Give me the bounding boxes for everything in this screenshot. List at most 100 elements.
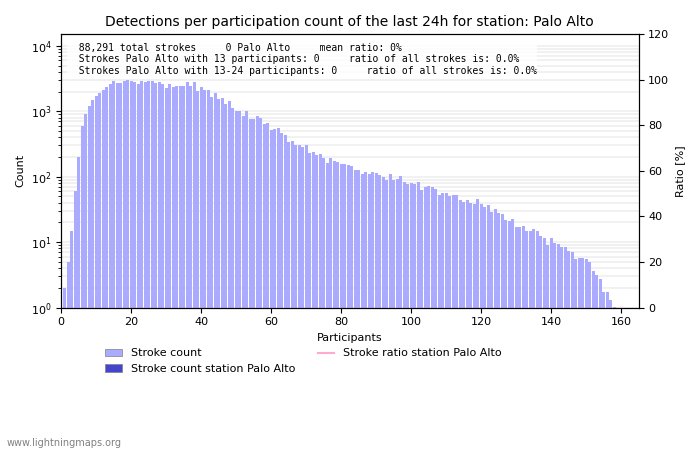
Bar — [434, 189, 437, 450]
Bar — [514, 227, 517, 450]
Bar — [154, 83, 157, 450]
Bar — [382, 177, 384, 450]
Bar — [476, 199, 479, 450]
Bar — [256, 116, 258, 450]
Bar — [424, 188, 426, 450]
Bar — [108, 84, 111, 450]
Bar — [448, 196, 451, 450]
Bar — [161, 84, 164, 450]
Bar — [228, 101, 230, 450]
Bar — [290, 141, 293, 450]
Bar — [329, 158, 332, 450]
Bar — [133, 82, 136, 450]
Bar — [259, 118, 262, 450]
Bar — [564, 247, 566, 450]
Bar — [340, 164, 342, 450]
Bar — [620, 307, 622, 450]
Bar — [536, 231, 538, 450]
Bar — [504, 220, 507, 450]
Bar — [199, 87, 202, 450]
Text: www.lightningmaps.org: www.lightningmaps.org — [7, 437, 122, 447]
Bar — [150, 81, 153, 450]
Bar — [119, 83, 122, 450]
Bar — [532, 229, 535, 450]
Bar — [584, 259, 587, 450]
Bar — [224, 104, 227, 450]
Bar — [389, 174, 391, 450]
Bar — [452, 195, 454, 450]
Bar — [528, 231, 531, 450]
Bar — [578, 258, 580, 450]
Bar — [206, 90, 209, 450]
Bar — [427, 186, 430, 450]
Bar — [612, 307, 615, 450]
Bar — [567, 251, 570, 450]
Bar — [147, 81, 150, 450]
Bar — [193, 82, 195, 450]
Bar — [550, 238, 552, 450]
Bar — [294, 145, 297, 450]
Bar — [490, 212, 493, 450]
Legend: Stroke count, Stroke count station Palo Alto, Stroke ratio station Palo Alto: Stroke count, Stroke count station Palo … — [101, 344, 506, 378]
Bar — [168, 84, 171, 450]
Bar — [280, 133, 283, 450]
Bar — [217, 99, 220, 450]
Bar — [112, 81, 115, 450]
Bar — [214, 93, 216, 450]
Bar — [455, 194, 458, 450]
Bar — [522, 226, 524, 450]
Bar — [164, 88, 167, 450]
Bar — [606, 292, 608, 450]
Bar — [406, 184, 409, 450]
Bar — [466, 200, 468, 450]
Bar — [592, 271, 594, 450]
Bar — [84, 114, 87, 450]
Bar — [130, 81, 132, 450]
Bar — [413, 184, 416, 450]
Bar — [231, 108, 234, 450]
Bar — [248, 119, 251, 450]
Bar — [186, 82, 188, 450]
Bar — [70, 230, 73, 450]
Bar — [556, 243, 559, 450]
Bar — [539, 236, 542, 450]
Bar — [276, 128, 279, 450]
Bar — [102, 90, 104, 450]
Bar — [266, 123, 269, 450]
Y-axis label: Ratio [%]: Ratio [%] — [675, 145, 685, 197]
Bar — [560, 248, 563, 450]
Bar — [430, 187, 433, 450]
Bar — [270, 130, 272, 450]
Bar — [80, 126, 83, 450]
Bar — [312, 152, 314, 450]
Bar — [616, 307, 619, 450]
Bar — [441, 194, 444, 450]
Bar — [332, 161, 335, 450]
Bar — [234, 111, 237, 450]
Bar — [402, 182, 405, 450]
Bar — [511, 219, 514, 450]
Bar — [126, 80, 129, 450]
Bar — [546, 245, 549, 450]
Bar — [378, 175, 381, 450]
Bar — [178, 86, 181, 450]
Bar — [399, 176, 402, 450]
Bar — [598, 279, 601, 450]
Bar — [553, 243, 556, 450]
Bar — [395, 180, 398, 450]
Bar — [136, 84, 139, 450]
Bar — [322, 158, 325, 450]
Bar — [570, 252, 573, 450]
Bar — [444, 193, 447, 450]
Bar — [287, 142, 290, 450]
Bar — [473, 204, 475, 450]
Bar — [158, 82, 160, 450]
Bar — [458, 200, 461, 450]
Bar — [91, 100, 94, 450]
Bar — [374, 173, 377, 450]
Bar — [500, 214, 503, 450]
Bar — [284, 135, 286, 450]
Bar — [196, 90, 199, 450]
Bar — [368, 174, 370, 450]
Bar — [497, 213, 500, 450]
